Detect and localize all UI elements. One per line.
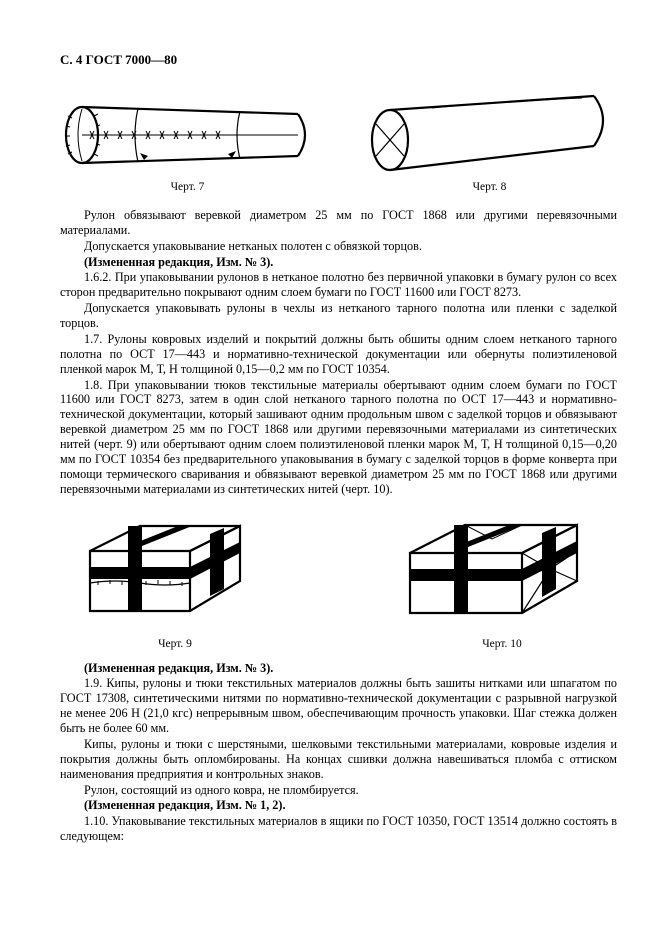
figure-10-caption: Черт. 10 xyxy=(387,637,617,651)
page: С. 4 ГОСТ 7000—80 xyxy=(0,0,661,936)
text-block-2: (Измененная редакция, Изм. № 3). 1.9. Ки… xyxy=(60,661,617,845)
para-9: 1.9. Кипы, рулоны и тюки текстильных мат… xyxy=(60,676,617,736)
figure-9-caption: Черт. 9 xyxy=(60,637,290,651)
figure-7-caption: Черт. 7 xyxy=(60,180,315,194)
figure-10: Черт. 10 xyxy=(387,511,617,651)
para-1: Рулон обвязывают веревкой диаметром 25 м… xyxy=(60,208,617,238)
figure-8-caption: Черт. 8 xyxy=(362,180,617,194)
figure-9: Черт. 9 xyxy=(60,511,290,651)
para-5: Допускается упаковывать рулоны в чехлы и… xyxy=(60,301,617,331)
para-13: 1.10. Упаковывание текстильных материало… xyxy=(60,814,617,844)
para-10: Кипы, рулоны и тюки с шерстяными, шелков… xyxy=(60,737,617,782)
para-2: Допускается упаковывание нетканых полоте… xyxy=(60,239,617,254)
figure-row-top: Черт. 7 Черт. 8 xyxy=(60,92,617,194)
para-3: (Измененная редакция, Изм. № 3). xyxy=(60,255,617,270)
para-4: 1.6.2. При упаковывании рулонов в неткан… xyxy=(60,270,617,300)
figure-row-bottom: Черт. 9 Черт. 10 xyxy=(60,511,617,651)
figure-7: Черт. 7 xyxy=(60,96,315,194)
para-11: Рулон, состоящий из одного ковра, не пло… xyxy=(60,783,617,798)
page-header: С. 4 ГОСТ 7000—80 xyxy=(60,52,617,68)
para-6: 1.7. Рулоны ковровых изделий и покрытий … xyxy=(60,332,617,377)
para-7: 1.8. При упаковывании тюков текстильные … xyxy=(60,378,617,497)
para-12: (Измененная редакция, Изм. № 1, 2). xyxy=(60,798,617,813)
text-block-1: Рулон обвязывают веревкой диаметром 25 м… xyxy=(60,208,617,497)
para-8: (Измененная редакция, Изм. № 3). xyxy=(60,661,617,676)
figure-8: Черт. 8 xyxy=(362,92,617,194)
